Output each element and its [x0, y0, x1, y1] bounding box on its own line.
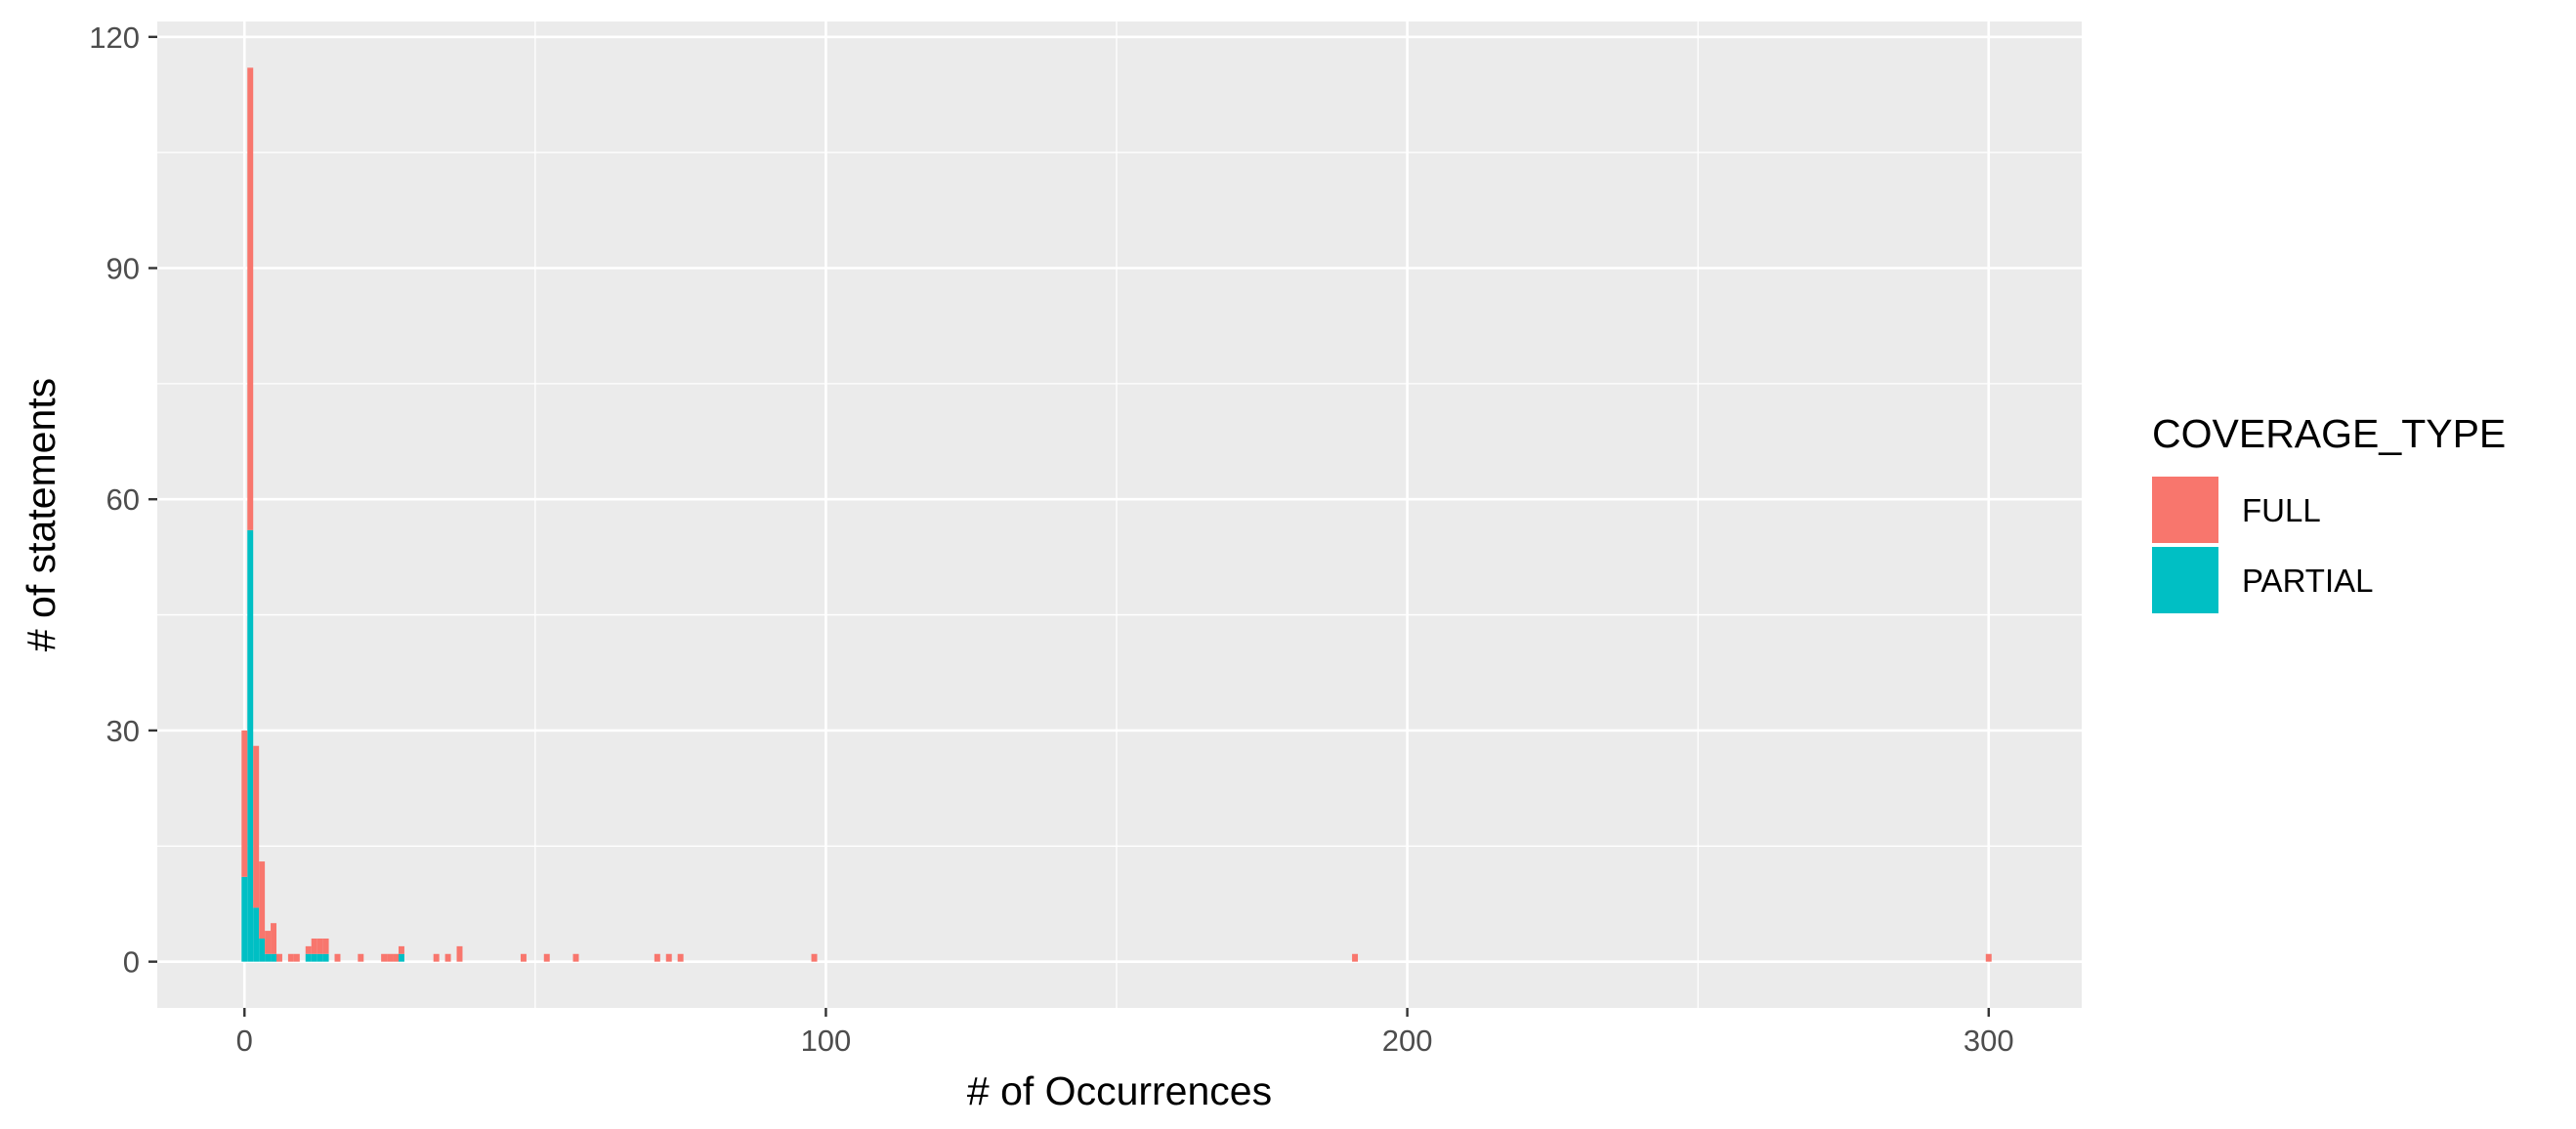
bar-full	[311, 938, 317, 954]
bar-full	[253, 745, 260, 908]
y-tick-label: 90	[106, 252, 140, 286]
bar-partial	[317, 953, 323, 962]
bar-full	[334, 953, 341, 962]
minor-gridlines	[157, 21, 2082, 1008]
y-tick-label: 30	[106, 714, 140, 748]
bar-partial	[322, 953, 329, 962]
bar-full	[322, 938, 329, 954]
bar-full	[287, 953, 294, 962]
bar-full	[358, 953, 364, 962]
axes: 0 100 200 300 0 30 60 90 120	[89, 21, 2013, 1058]
bar-partial	[241, 876, 248, 962]
bar-partial	[259, 938, 266, 962]
y-tick-label: 60	[106, 482, 140, 517]
bar-full	[520, 953, 527, 962]
legend-label-full: FULL	[2242, 492, 2321, 528]
bar-full	[241, 730, 248, 877]
x-tick-label: 100	[801, 1024, 852, 1058]
bar-full	[305, 945, 312, 954]
legend-key-partial	[2152, 547, 2218, 613]
x-tick-label: 200	[1382, 1024, 1433, 1058]
bar-full	[543, 953, 550, 962]
bar-partial	[398, 953, 404, 962]
bar-full	[393, 953, 399, 962]
legend-label-partial: PARTIAL	[2242, 563, 2374, 599]
bar-full	[654, 953, 660, 962]
bar-full	[265, 931, 272, 954]
bar-full	[271, 923, 277, 954]
legend: COVERAGE_TYPE FULL PARTIAL	[2152, 411, 2506, 613]
bar-full	[317, 938, 323, 954]
legend-title: COVERAGE_TYPE	[2152, 411, 2506, 456]
bar-full	[398, 945, 404, 954]
bar-full	[811, 953, 818, 962]
bar-full	[293, 953, 300, 962]
major-gridlines	[157, 21, 2082, 1008]
bar-partial	[247, 529, 254, 962]
bar-full	[247, 67, 254, 530]
x-axis-title: # of Occurrences	[967, 1068, 1272, 1113]
bar-full	[433, 953, 440, 962]
bar-full	[387, 953, 394, 962]
bar-full	[677, 953, 684, 962]
bar-full	[444, 953, 451, 962]
bar-partial	[265, 953, 272, 962]
bar-full	[665, 953, 672, 962]
bar-partial	[271, 953, 277, 962]
y-axis-title: # of statements	[19, 378, 63, 651]
x-tick-label: 0	[236, 1024, 253, 1058]
bars	[241, 67, 1992, 962]
bar-partial	[253, 907, 260, 962]
bar-full	[1352, 953, 1359, 962]
x-tick-label: 300	[1964, 1024, 2014, 1058]
y-tick-label: 0	[123, 945, 140, 980]
bar-partial	[311, 953, 317, 962]
bar-full	[1985, 953, 1992, 962]
bar-full	[381, 953, 388, 962]
legend-key-full	[2152, 477, 2218, 543]
bar-full	[276, 953, 282, 962]
bar-partial	[305, 953, 312, 962]
bar-full	[259, 861, 266, 939]
bar-full	[572, 953, 579, 962]
bar-full	[456, 945, 463, 962]
y-tick-label: 120	[89, 21, 140, 55]
plot-panel	[157, 21, 2082, 1008]
